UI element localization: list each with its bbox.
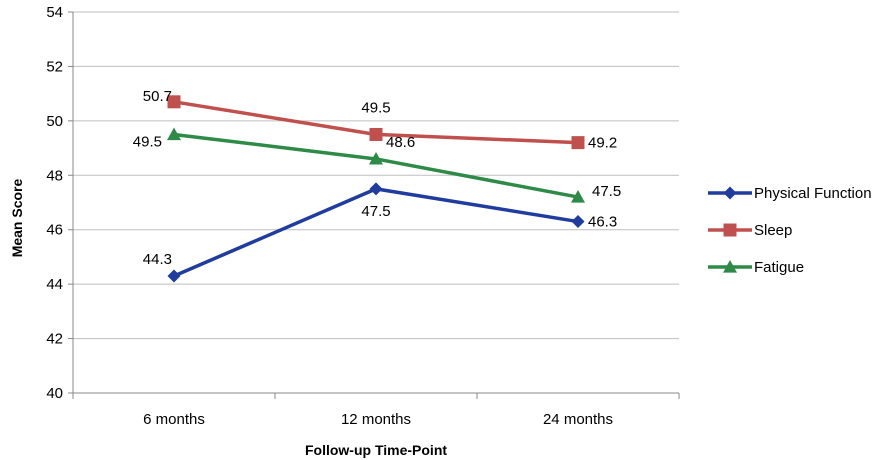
data-point-marker <box>571 136 585 150</box>
data-label: 49.5 <box>133 133 162 150</box>
x-tick-label: 12 months <box>341 411 411 428</box>
y-tick-label: 50 <box>46 113 63 130</box>
data-point-marker <box>571 215 585 229</box>
gridlines <box>73 11 679 340</box>
data-point-marker <box>369 182 383 196</box>
y-tick-label: 52 <box>46 58 63 75</box>
legend-marker <box>723 260 737 273</box>
series-lines <box>167 95 585 283</box>
data-label: 49.5 <box>361 99 390 116</box>
data-label: 48.6 <box>386 134 415 151</box>
data-label: 49.2 <box>588 135 617 152</box>
y-axis-title: Mean Score <box>9 178 25 257</box>
x-tick-label: 6 months <box>143 411 205 428</box>
legend-label: Physical Function <box>754 185 872 202</box>
data-label: 46.3 <box>588 214 617 231</box>
x-tick-label: 24 months <box>543 411 613 428</box>
data-point-marker <box>167 269 181 283</box>
legend-label: Sleep <box>754 222 792 239</box>
data-point-marker <box>369 127 383 141</box>
data-labels: 44.3 47.5 46.3 50.7 49.5 49.2 49.5 48.6 47.5 <box>133 88 621 268</box>
axes <box>68 11 680 399</box>
y-tick-label: 48 <box>46 167 63 184</box>
legend-marker <box>723 223 737 237</box>
data-label: 47.5 <box>592 183 621 200</box>
legend-label: Fatigue <box>754 259 804 276</box>
legend: Physical Function Sleep Fatigue <box>708 185 872 276</box>
y-tick-label: 40 <box>46 385 63 402</box>
data-point-marker <box>167 127 181 141</box>
y-tick-labels: 40 42 44 46 48 50 52 54 <box>46 4 63 402</box>
legend-marker <box>723 186 737 200</box>
data-point-marker <box>369 151 383 165</box>
data-label: 44.3 <box>143 251 172 268</box>
data-point-marker <box>571 190 585 203</box>
data-label: 47.5 <box>361 203 390 220</box>
data-point-marker <box>167 95 181 109</box>
y-tick-label: 42 <box>46 331 63 348</box>
y-tick-label: 44 <box>46 276 63 293</box>
data-label: 50.7 <box>143 88 172 105</box>
y-tick-label: 54 <box>46 4 63 21</box>
x-tick-labels: 6 months 12 months 24 months <box>143 411 613 428</box>
y-tick-label: 46 <box>46 222 63 239</box>
x-axis-title: Follow-up Time-Point <box>305 442 447 458</box>
